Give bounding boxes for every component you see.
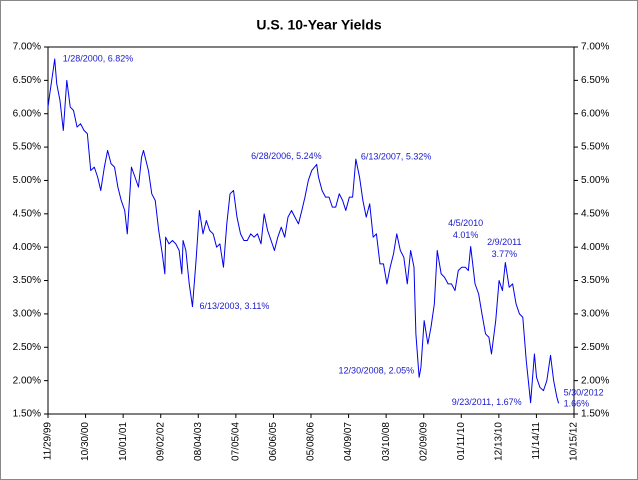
annotation: 9/23/2011, 1.67% [452, 397, 522, 407]
y-tick-label: 4.50% [13, 208, 41, 219]
y-tick-label: 4.00% [13, 242, 41, 253]
y2-tick-label: 3.00% [581, 309, 609, 320]
y2-tick-label: 4.50% [581, 208, 609, 219]
y2-tick-label: 5.00% [581, 175, 609, 186]
y2-tick-label: 6.50% [581, 75, 609, 86]
y-tick-label: 6.00% [13, 108, 41, 119]
x-tick-label: 12/13/10 [493, 422, 504, 461]
chart-title: U.S. 10-Year Yields [256, 17, 382, 33]
y-tick-label: 3.50% [13, 275, 41, 286]
y2-tick-label: 1.50% [581, 409, 609, 420]
x-tick-label: 01/11/10 [456, 422, 467, 461]
x-tick-label: 05/08/06 [306, 422, 317, 461]
y2-tick-label: 2.50% [581, 342, 609, 353]
annotation: 6/13/2007, 5.32% [361, 151, 432, 161]
annotation: 1.66% [564, 399, 590, 409]
y-tick-label: 7.00% [13, 42, 41, 53]
x-tick-label: 10/30/00 [80, 422, 91, 461]
annotation: 2/9/2011 [487, 237, 521, 247]
x-tick-label: 02/09/09 [418, 422, 429, 461]
x-tick-label: 03/10/08 [381, 422, 392, 461]
y2-tick-label: 6.00% [581, 108, 609, 119]
annotation: 3.77% [492, 249, 518, 259]
x-tick-label: 09/02/02 [155, 422, 166, 461]
annotation: 4.01% [453, 230, 479, 240]
annotation: 5/30/2012 [564, 388, 604, 398]
y2-tick-label: 3.50% [581, 275, 609, 286]
y2-tick-label: 5.50% [581, 142, 609, 153]
annotation: 12/30/2008, 2.05% [339, 366, 415, 376]
y-tick-label: 6.50% [13, 75, 41, 86]
x-tick-label: 04/09/07 [343, 422, 354, 461]
y2-tick-label: 4.00% [581, 242, 609, 253]
data-line [47, 58, 560, 404]
x-tick-label: 06/06/05 [268, 422, 279, 461]
x-tick-label: 11/14/11 [531, 422, 542, 460]
y-tick-label: 1.50% [13, 409, 41, 420]
annotation: 6/28/2006, 5.24% [251, 151, 322, 161]
y-tick-label: 5.50% [13, 142, 41, 153]
x-tick-label: 10/01/01 [118, 422, 129, 461]
y-tick-label: 5.00% [13, 175, 41, 186]
x-tick-label: 07/05/04 [230, 422, 241, 461]
annotation: 6/13/2003, 3.11% [199, 301, 269, 311]
y2-tick-label: 2.00% [581, 375, 609, 386]
y-tick-label: 2.00% [13, 375, 41, 386]
y-tick-label: 3.00% [13, 309, 41, 320]
annotation: 4/5/2010 [448, 218, 483, 228]
x-tick-label: 08/04/03 [193, 422, 204, 461]
x-tick-label: 10/15/12 [569, 422, 580, 461]
x-tick-label: 11/29/99 [43, 422, 54, 461]
y-tick-label: 2.50% [13, 342, 41, 353]
y2-tick-label: 7.00% [581, 42, 609, 53]
annotation: 1/28/2000, 6.82% [63, 53, 134, 63]
